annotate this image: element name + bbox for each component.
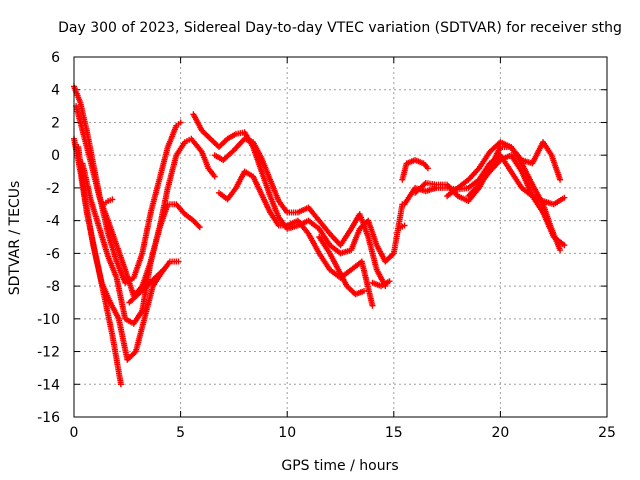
data-markers bbox=[399, 157, 431, 183]
x-tick-label: 15 bbox=[385, 425, 403, 441]
plot-area bbox=[71, 83, 568, 388]
series-track-16 bbox=[465, 152, 568, 249]
y-axis-label: SDTVAR / TECUs bbox=[7, 181, 23, 296]
series-track-2 bbox=[73, 103, 218, 299]
x-axis-label: GPS time / hours bbox=[281, 458, 398, 474]
y-tick-label: -16 bbox=[37, 410, 60, 426]
y-tick-label: 6 bbox=[51, 50, 60, 66]
plot-frame bbox=[73, 56, 608, 418]
data-markers bbox=[211, 135, 389, 290]
data-markers bbox=[412, 144, 564, 254]
data-markers bbox=[190, 111, 406, 265]
x-tick-label: 25 bbox=[598, 425, 616, 441]
series-track-12 bbox=[399, 157, 431, 183]
series-track-7 bbox=[126, 266, 167, 306]
data-markers bbox=[100, 196, 116, 208]
y-tick-label: -10 bbox=[37, 312, 60, 328]
data-markers bbox=[126, 266, 167, 306]
y-tick-label: 4 bbox=[51, 83, 60, 99]
chart-title: Day 300 of 2023, Sidereal Day-to-day VTE… bbox=[58, 20, 622, 36]
y-tick-label: 2 bbox=[51, 115, 60, 131]
data-markers bbox=[216, 168, 376, 309]
y-tick-label: -2 bbox=[46, 181, 60, 197]
x-tick-label: 5 bbox=[176, 425, 185, 441]
series-track-17 bbox=[369, 278, 393, 290]
data-markers bbox=[369, 278, 393, 290]
series-track-4 bbox=[75, 144, 182, 363]
axis-ticks: 0 5 10 15 20 25 -16 -14 -12 -10 -8 -6 -4 -2 0 2 4 6 bbox=[37, 50, 616, 441]
y-tick-label: -14 bbox=[37, 377, 60, 393]
grid-lines bbox=[74, 57, 607, 417]
y-tick-label: 0 bbox=[51, 148, 60, 164]
series-track-5 bbox=[79, 160, 203, 327]
series-track-15 bbox=[412, 144, 564, 254]
data-markers bbox=[79, 160, 203, 327]
data-markers bbox=[316, 234, 367, 298]
series-track-9 bbox=[211, 135, 389, 290]
series-track-8 bbox=[190, 111, 406, 265]
series-track-18 bbox=[395, 222, 408, 232]
series-track-6 bbox=[100, 196, 116, 208]
series-track-10 bbox=[216, 168, 376, 309]
y-tick-label: -12 bbox=[37, 345, 60, 361]
series-track-11 bbox=[316, 234, 367, 298]
y-tick-label: -8 bbox=[46, 279, 60, 295]
data-markers bbox=[75, 144, 182, 363]
data-markers bbox=[73, 103, 218, 299]
x-tick-label: 10 bbox=[278, 425, 296, 441]
y-tick-label: -4 bbox=[46, 214, 60, 230]
data-markers bbox=[395, 222, 408, 232]
x-tick-label: 0 bbox=[70, 425, 79, 441]
data-markers bbox=[465, 152, 568, 249]
y-tick-label: -6 bbox=[46, 246, 60, 262]
x-tick-label: 20 bbox=[491, 425, 509, 441]
